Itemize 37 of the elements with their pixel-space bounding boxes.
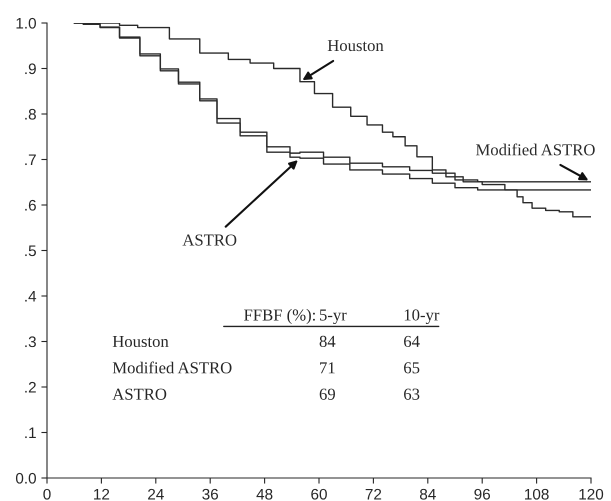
y-tick-label: .4 [25, 291, 36, 302]
annotation: FFBF (%): [244, 308, 315, 324]
x-tick-label: 12 [94, 488, 110, 500]
x-tick-label: 24 [148, 488, 164, 500]
x-tick-label: 120 [579, 488, 604, 500]
x-tick-label: 108 [525, 488, 549, 500]
x-tick-label: 72 [366, 488, 382, 500]
x-tick-label: 48 [256, 488, 272, 500]
x-tick-label: 84 [420, 488, 436, 500]
y-tick-label: .7 [25, 154, 36, 166]
annotation: 10-yr [404, 309, 440, 324]
y-tick-label: .8 [25, 108, 36, 120]
x-tick-label: 0 [43, 488, 51, 500]
series-label: Houston [328, 40, 384, 52]
annotation: 63 [404, 388, 420, 400]
annotation: 84 [320, 336, 336, 348]
annotation: Modified ASTRO [112, 362, 232, 374]
annotation: 65 [404, 362, 420, 374]
y-tick-label: .3 [25, 336, 36, 348]
annotation: 69 [320, 388, 335, 400]
x-tick-label: 96 [474, 488, 490, 500]
y-tick-label: 1.0 [16, 18, 36, 29]
series-label: Modified ASTRO [476, 144, 595, 156]
y-tick-label: .6 [25, 200, 36, 211]
annotation: 5-yr [320, 310, 347, 324]
annotation: 64 [404, 336, 420, 348]
y-tick-label: .9 [25, 63, 36, 74]
y-tick-label: .5 [25, 246, 36, 256]
y-tick-label: 0.0 [16, 472, 36, 484]
x-tick-label: 60 [311, 488, 327, 500]
text: ASTRO [182, 234, 236, 246]
annotation: 71 [320, 362, 335, 374]
y-tick-label: .1 [25, 428, 36, 438]
x-tick-label: 36 [202, 488, 218, 500]
annotation: Houston [112, 336, 169, 348]
annotation: ASTRO [112, 388, 166, 400]
y-tick-label: .2 [25, 382, 36, 393]
